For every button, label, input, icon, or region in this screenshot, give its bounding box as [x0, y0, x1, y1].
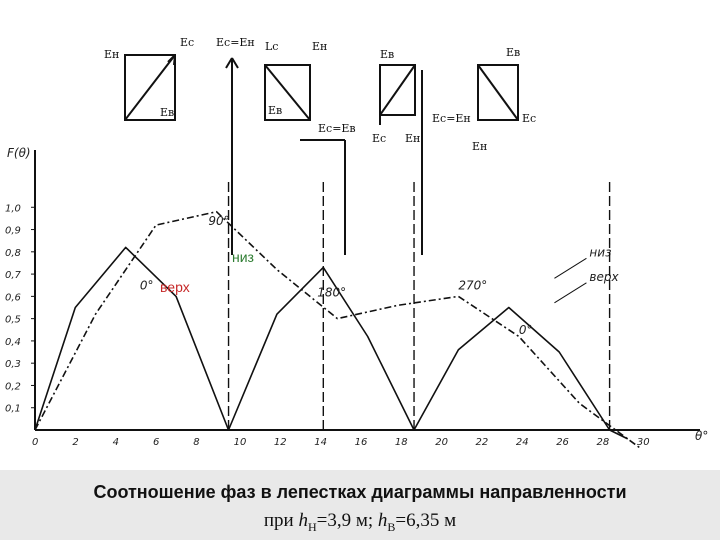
lobe-label: 0° [519, 323, 533, 337]
chart-ticks: 0 2 4 6 8 10 12 14 16 18 20 22 24 26 28 300,10,20,30,40… [5, 203, 650, 448]
x-tick-label: 26 [556, 437, 569, 448]
x-tick-label: 16 [355, 437, 368, 448]
x-axis-label: θ° [695, 429, 708, 443]
series-line-верх [34, 246, 629, 440]
lobe-labels: 0° 90° 180° 270° 0° [140, 214, 533, 337]
vector-label: Eв [380, 48, 394, 61]
x-tick-label: 4 [113, 437, 119, 448]
x-tick-label: 6 [153, 437, 159, 448]
x-tick-label: 30 [637, 437, 650, 448]
h-symbol: h [298, 510, 308, 531]
y-tick-label: 0,6 [5, 292, 21, 303]
x-tick-label: 18 [395, 437, 408, 448]
vector-label: Ec=Eн [216, 36, 255, 49]
x-tick-label: 8 [193, 437, 199, 448]
y-tick-label: 0,1 [5, 404, 21, 415]
x-tick-label: 14 [314, 437, 327, 448]
legend-label: верх [589, 270, 619, 284]
x-tick-label: 10 [234, 437, 247, 448]
y-tick-label: 0,2 [5, 381, 21, 392]
y-tick-label: 0,7 [5, 270, 22, 281]
vector-diagram-1 [124, 54, 176, 121]
vector-diagram-5 [477, 64, 519, 121]
chart-series: низ верх [34, 210, 641, 449]
lobe-label: 270° [458, 279, 487, 293]
y-tick-label: 0,4 [5, 337, 21, 348]
vector-label: Eв [506, 46, 520, 59]
legend-leader [554, 282, 587, 304]
x-tick-label: 0 [32, 437, 38, 448]
vector-diagram-3 [264, 64, 346, 255]
annotation-verh: верх [160, 279, 190, 295]
lobe-label: 180° [317, 285, 346, 299]
lobe-label: 0° [140, 279, 154, 293]
sub-n: Н [307, 519, 317, 534]
vector-label: Eс [522, 112, 536, 125]
vector-label: Eн [472, 140, 487, 153]
legend-leader [554, 257, 587, 279]
vector-label: Eн [312, 40, 327, 53]
y-axis-label: F(θ) [7, 146, 31, 160]
y-tick-label: 0,5 [5, 315, 21, 326]
radiation-pattern-chart: F(θ)θ° 0 2 4 6 8 10 12 14 16 18 20 22 24 26 28 300,10,2… [5, 36, 708, 449]
legend-label: низ [589, 245, 611, 259]
chart-axes: F(θ) θ° [7, 146, 708, 443]
x-tick-label: 24 [516, 437, 529, 448]
x-tick-label: 12 [274, 437, 287, 448]
vector-label: Lc [265, 40, 278, 53]
caption-title: Соотношение фаз в лепестках диаграммы на… [93, 482, 627, 502]
x-tick-label: 2 [72, 437, 78, 448]
vector-label: Ec=Eн [432, 112, 471, 125]
vector-label: Eн [405, 132, 420, 145]
vector-label: Ec [372, 132, 386, 145]
vector-diagram-2 [225, 57, 239, 255]
annotation-niz: низ [232, 249, 254, 265]
y-tick-label: 0,8 [5, 248, 21, 259]
v-value: =6,35 м [395, 510, 457, 531]
sub-v: В [387, 519, 396, 534]
x-tick-label: 28 [597, 437, 610, 448]
y-tick-label: 0,3 [5, 359, 21, 370]
series-line-низ [34, 210, 641, 449]
vector-label: Eн [104, 48, 119, 61]
n-value: =3,9 м; [316, 510, 378, 531]
x-tick-label: 22 [476, 437, 489, 448]
caption-params: при hН=3,9 м; hВ=6,35 м [0, 510, 720, 535]
vector-label: Eв [268, 104, 282, 117]
y-tick-label: 0,9 [5, 226, 21, 237]
lobe-label: 90° [208, 214, 229, 228]
h-symbol: h [377, 510, 388, 531]
caption-band [0, 470, 720, 540]
vector-diagram-4 [379, 64, 423, 255]
x-tick-label: 20 [435, 437, 448, 448]
vector-label: Eв [160, 106, 174, 119]
caption-prefix: при [263, 510, 299, 531]
vector-label: Ec=Eв [318, 122, 356, 135]
vector-label: Eс [180, 36, 194, 49]
y-tick-label: 1,0 [5, 203, 21, 214]
